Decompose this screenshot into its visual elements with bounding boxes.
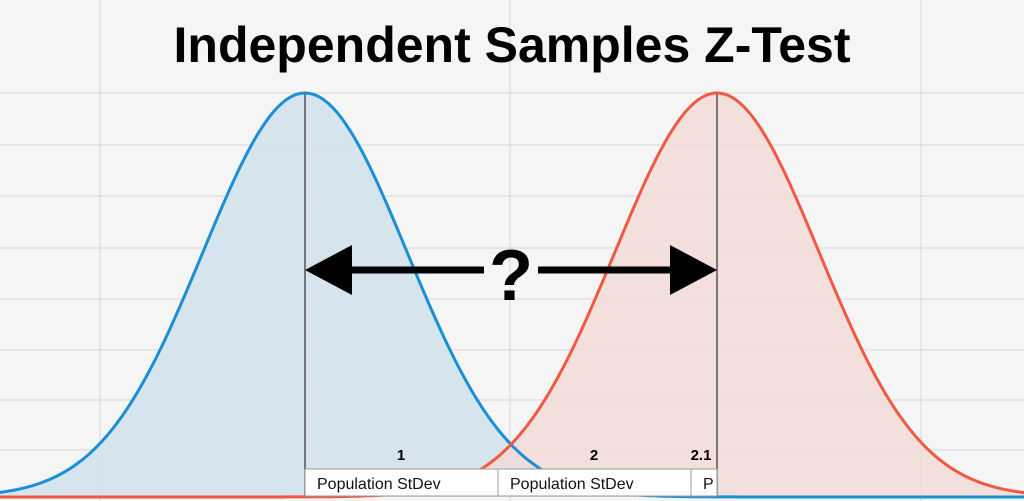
- question-mark: ?: [489, 236, 533, 316]
- difference-arrow: ?: [305, 236, 717, 316]
- population-1-area: [0, 93, 1024, 497]
- table-cell-2-text: Population StDev: [510, 476, 634, 493]
- table-header-1: 1: [397, 447, 405, 464]
- diagram-title: Independent Samples Z-Test: [174, 17, 851, 73]
- population-2-curve: [0, 91, 1024, 499]
- arrow-head-right-icon: [670, 245, 717, 295]
- table-cell-3: [690, 468, 718, 497]
- population-2-area: [0, 93, 1024, 497]
- table-header-3: 2.1: [691, 447, 712, 464]
- table-cell-1: [304, 468, 499, 497]
- arrow-head-left-icon: [305, 245, 352, 295]
- table-header-2: 2: [590, 447, 598, 464]
- table-cell-3-text: P: [703, 476, 714, 493]
- table-cell-1-text: Population StDev: [317, 476, 441, 493]
- data-table: 1 2 2.1 Population StDev Population StDe…: [304, 447, 718, 497]
- table-cell-2: [497, 468, 692, 497]
